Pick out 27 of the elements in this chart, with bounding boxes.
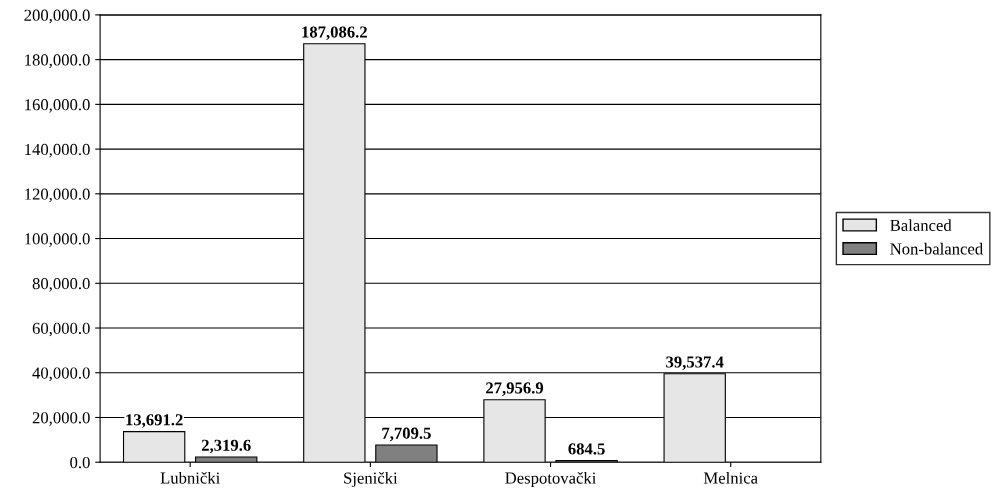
y-tick-label: 0.0: [70, 456, 90, 469]
x-tick-label: Lubnički: [160, 471, 220, 484]
bar: [375, 444, 438, 463]
y-tick-label: 80,000.0: [32, 277, 90, 292]
x-tick-label: Despotovački: [505, 471, 597, 488]
data-label: 684.5: [568, 443, 605, 455]
y-tick-label: 100,000.0: [25, 233, 90, 247]
legend-label: Non-balanced: [890, 242, 983, 255]
data-label: 27,956.9: [486, 382, 544, 396]
y-tick-label: 60,000.0: [32, 322, 90, 337]
legend-label: Balanced: [890, 219, 952, 232]
data-label: 7,709.5: [382, 427, 431, 442]
y-tick-label: 200,000.0: [24, 9, 90, 24]
x-tick-label: Melnica: [703, 471, 758, 484]
data-label: 13,691.2: [126, 414, 183, 428]
y-tick-label: 180,000.0: [25, 54, 90, 68]
y-tick-label: 120,000.0: [25, 188, 90, 203]
y-tick-label: 160,000.0: [25, 99, 90, 113]
data-label: 2,319.6: [201, 439, 251, 454]
x-tick-label: Sjenički: [344, 471, 398, 488]
data-label: 187,086.2: [302, 26, 367, 41]
y-tick-label: 40,000.0: [32, 367, 90, 382]
bar: [122, 431, 186, 463]
y-tick-label: 140,000.0: [25, 143, 90, 158]
data-label: 39,537.4: [666, 356, 724, 371]
y-tick-label: 20,000.0: [32, 412, 90, 426]
bar: [195, 456, 258, 463]
